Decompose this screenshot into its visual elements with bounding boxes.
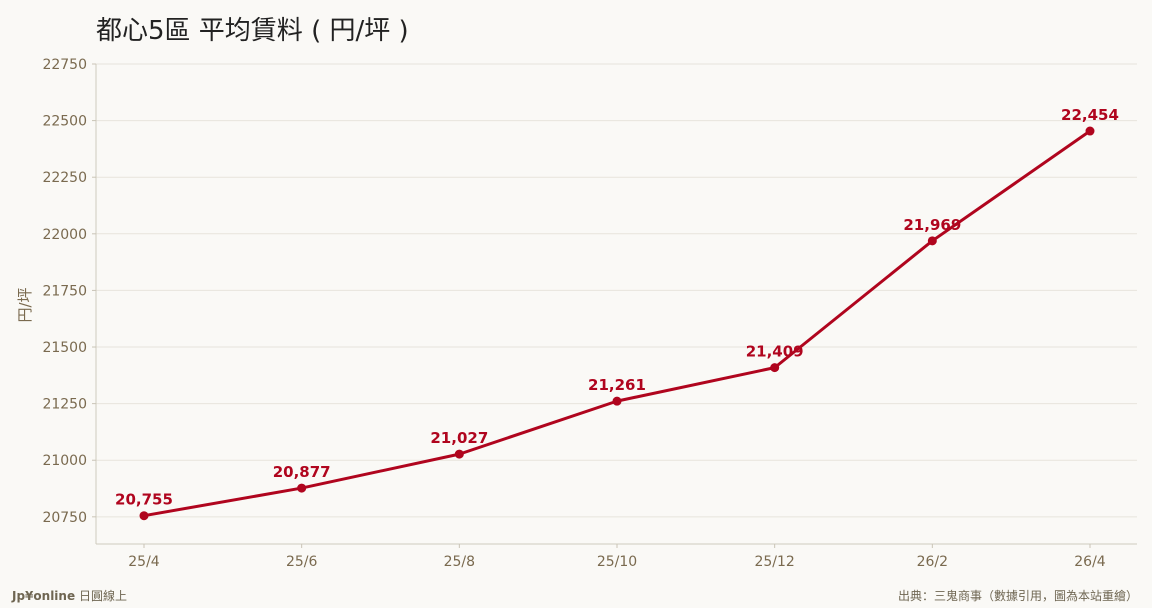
data-label: 21,261 bbox=[588, 376, 646, 394]
data-point bbox=[139, 511, 149, 521]
grid-lines bbox=[96, 63, 1137, 518]
footer-brand: Jp¥online 日圓線上 bbox=[12, 587, 127, 604]
y-tick-label: 21500 bbox=[42, 340, 87, 356]
data-label: 22,454 bbox=[1061, 106, 1119, 124]
x-tick-label: 25/12 bbox=[754, 554, 794, 570]
series-line bbox=[143, 129, 1091, 518]
brand-suffix: 日圓線上 bbox=[78, 589, 127, 603]
x-tick-label: 26/4 bbox=[1074, 554, 1106, 570]
x-tick-label: 25/10 bbox=[597, 554, 637, 570]
y-axis-ticks: 20750 21000 21250 21500 21750 22000 22250 22500… bbox=[42, 57, 96, 526]
y-axis-label: 円/坪 bbox=[16, 287, 34, 322]
data-point bbox=[770, 363, 780, 373]
data-point bbox=[1085, 126, 1095, 136]
data-labels: 20,755 20,877 21,027 21,261 21,409 21,969 22,4… bbox=[115, 106, 1119, 509]
y-tick-label: 21000 bbox=[42, 453, 87, 469]
data-label: 20,755 bbox=[115, 491, 173, 509]
data-point bbox=[612, 396, 622, 406]
y-tick-label: 22750 bbox=[42, 57, 87, 73]
y-tick-label: 21250 bbox=[42, 397, 87, 413]
data-label: 21,027 bbox=[430, 429, 488, 447]
x-tick-label: 25/6 bbox=[286, 554, 318, 570]
axes bbox=[95, 64, 1137, 545]
footer-source: 出典：三鬼商事（數據引用，圖為本站重繪） bbox=[897, 589, 1138, 603]
series-group bbox=[139, 126, 1095, 521]
y-tick-label: 22500 bbox=[42, 114, 87, 130]
x-tick-label: 25/4 bbox=[128, 554, 160, 570]
data-point bbox=[454, 449, 464, 459]
data-label: 20,877 bbox=[273, 463, 331, 481]
y-tick-label: 20750 bbox=[42, 510, 87, 526]
y-tick-label: 21750 bbox=[42, 283, 87, 299]
y-tick-label: 22250 bbox=[42, 170, 87, 186]
chart-title: 都心5區 平均賃料 ( 円/坪 ) bbox=[96, 16, 409, 46]
brand-name: Jp¥online bbox=[12, 589, 76, 603]
x-tick-label: 25/8 bbox=[444, 554, 475, 570]
data-point bbox=[297, 483, 307, 493]
x-axis-ticks: 25/4 25/6 25/8 25/10 25/12 26/2 26/4 bbox=[128, 544, 1106, 570]
y-tick-label: 22000 bbox=[42, 227, 87, 243]
x-tick-label: 26/2 bbox=[917, 554, 948, 570]
data-label: 21,969 bbox=[903, 216, 961, 234]
data-point bbox=[927, 236, 937, 246]
data-label: 21,409 bbox=[746, 343, 804, 361]
